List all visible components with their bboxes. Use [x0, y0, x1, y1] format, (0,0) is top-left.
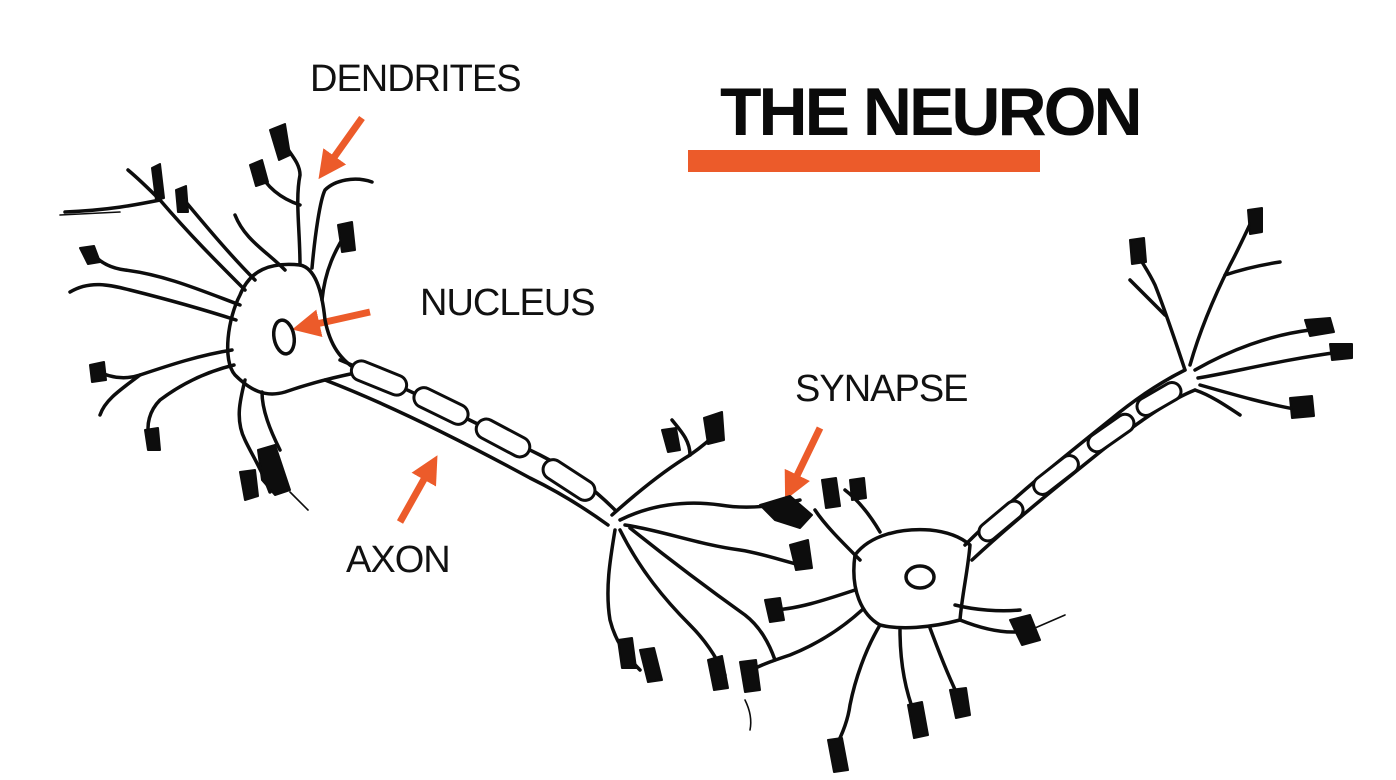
left-dendrite-tip — [144, 427, 161, 451]
right-neuron — [739, 207, 1353, 773]
myelin-sheath — [977, 499, 1025, 543]
dendrites-arrow — [318, 115, 365, 180]
left-dendrite-tip — [89, 361, 107, 383]
right-axon-terminal — [1223, 260, 1282, 277]
dendrites-label: DENDRITES — [310, 58, 521, 100]
left-dendrite — [88, 248, 242, 307]
right-dendrite-tip — [907, 701, 929, 739]
right-dendrite — [953, 603, 1022, 613]
left-dendrite-fiber — [59, 211, 121, 216]
left-dendrite — [233, 213, 287, 272]
myelin-sheath — [474, 417, 532, 459]
right-dendrite — [768, 588, 857, 612]
right-axon-terminal — [1196, 350, 1342, 380]
axon-arrow — [396, 455, 438, 524]
left-dendrite — [260, 390, 282, 452]
synapse-bouton — [759, 495, 813, 529]
myelin-sheath — [541, 458, 597, 502]
right-axon-terminal — [1188, 218, 1254, 367]
left-dendrite-tip — [249, 159, 269, 187]
right-dendrite — [843, 488, 882, 534]
right-axon — [970, 388, 1197, 562]
axon-terminal-branch — [628, 526, 777, 662]
left-dendrite-tip — [239, 469, 259, 501]
right-axon-terminal — [1193, 388, 1242, 417]
right-dendrite — [833, 623, 882, 750]
myelin-sheath — [412, 386, 470, 426]
nucleus-arrow — [292, 308, 371, 337]
right-axon-terminal — [1128, 278, 1167, 317]
right-nucleus — [904, 564, 936, 590]
axon-terminal-tip — [703, 411, 725, 445]
right-axon-terminal — [1193, 328, 1312, 372]
axon-terminal-tip — [639, 647, 663, 683]
right-dendrite-tip — [949, 687, 971, 719]
left-dendrite-tip — [269, 123, 291, 161]
left-dendrite-tip — [151, 163, 165, 201]
left-dendrite-tip — [175, 185, 189, 213]
left-neuron — [59, 123, 617, 527]
left-axon — [323, 378, 610, 527]
synapse-label: SYNAPSE — [795, 368, 968, 410]
synapse-bouton — [789, 539, 813, 571]
right-dendrite-fiber — [1034, 614, 1066, 629]
left-dendrite — [178, 193, 257, 282]
synapse-arrow — [784, 426, 824, 501]
right-dendrite — [898, 628, 917, 717]
left-dendrite — [63, 198, 162, 214]
left-dendrite — [126, 168, 247, 292]
right-axon-terminal-tip — [1304, 317, 1335, 337]
left-dendrite — [146, 363, 236, 442]
axon-terminal-branch — [670, 418, 692, 457]
right-axon-terminal-tip — [1247, 207, 1263, 235]
left-dendrite — [98, 373, 142, 417]
axon-terminal-branch — [618, 528, 727, 677]
title: THE NEURON — [720, 74, 1140, 150]
right-dendrite-tip — [849, 477, 867, 501]
right-dendrite-tip — [821, 477, 841, 509]
axon-terminal-tip — [707, 655, 729, 691]
right-dendrite-tip — [739, 659, 761, 693]
right-axon-terminal-tip — [1329, 343, 1353, 361]
right-axon-terminal-tip — [1289, 395, 1315, 419]
right-dendrite-tip — [827, 737, 849, 773]
left-dendrite-fiber — [289, 491, 309, 511]
title-underline — [688, 150, 1040, 172]
axon-terminal-fiber — [744, 699, 752, 731]
myelin-sheath — [349, 359, 409, 397]
axon-terminal-tip — [661, 427, 681, 453]
arrows — [292, 115, 824, 524]
nucleus-label: NUCLEUS — [420, 282, 595, 324]
right-soma — [852, 527, 972, 630]
left-dendrite-tip — [79, 245, 101, 265]
axon-terminal-tip — [617, 637, 637, 669]
left-nucleus — [271, 318, 297, 356]
myelin-sheath — [1135, 381, 1183, 418]
right-dendrite — [813, 508, 862, 562]
myelin-sheath — [1086, 412, 1136, 454]
axon-label: AXON — [346, 539, 450, 581]
right-dendrite-tip — [764, 597, 785, 623]
left-dendrite-tip — [257, 444, 291, 496]
left-dendrite — [68, 282, 238, 322]
right-dendrite — [746, 608, 864, 674]
myelin-sheath — [1032, 454, 1080, 496]
right-dendrite-tip — [1009, 614, 1041, 646]
axon-terminal-branch — [623, 523, 802, 567]
right-axon-terminal-tip — [1129, 237, 1147, 265]
left-dendrite-tip — [337, 221, 356, 253]
axon-terminal — [606, 411, 813, 731]
left-dendrite — [310, 177, 374, 270]
